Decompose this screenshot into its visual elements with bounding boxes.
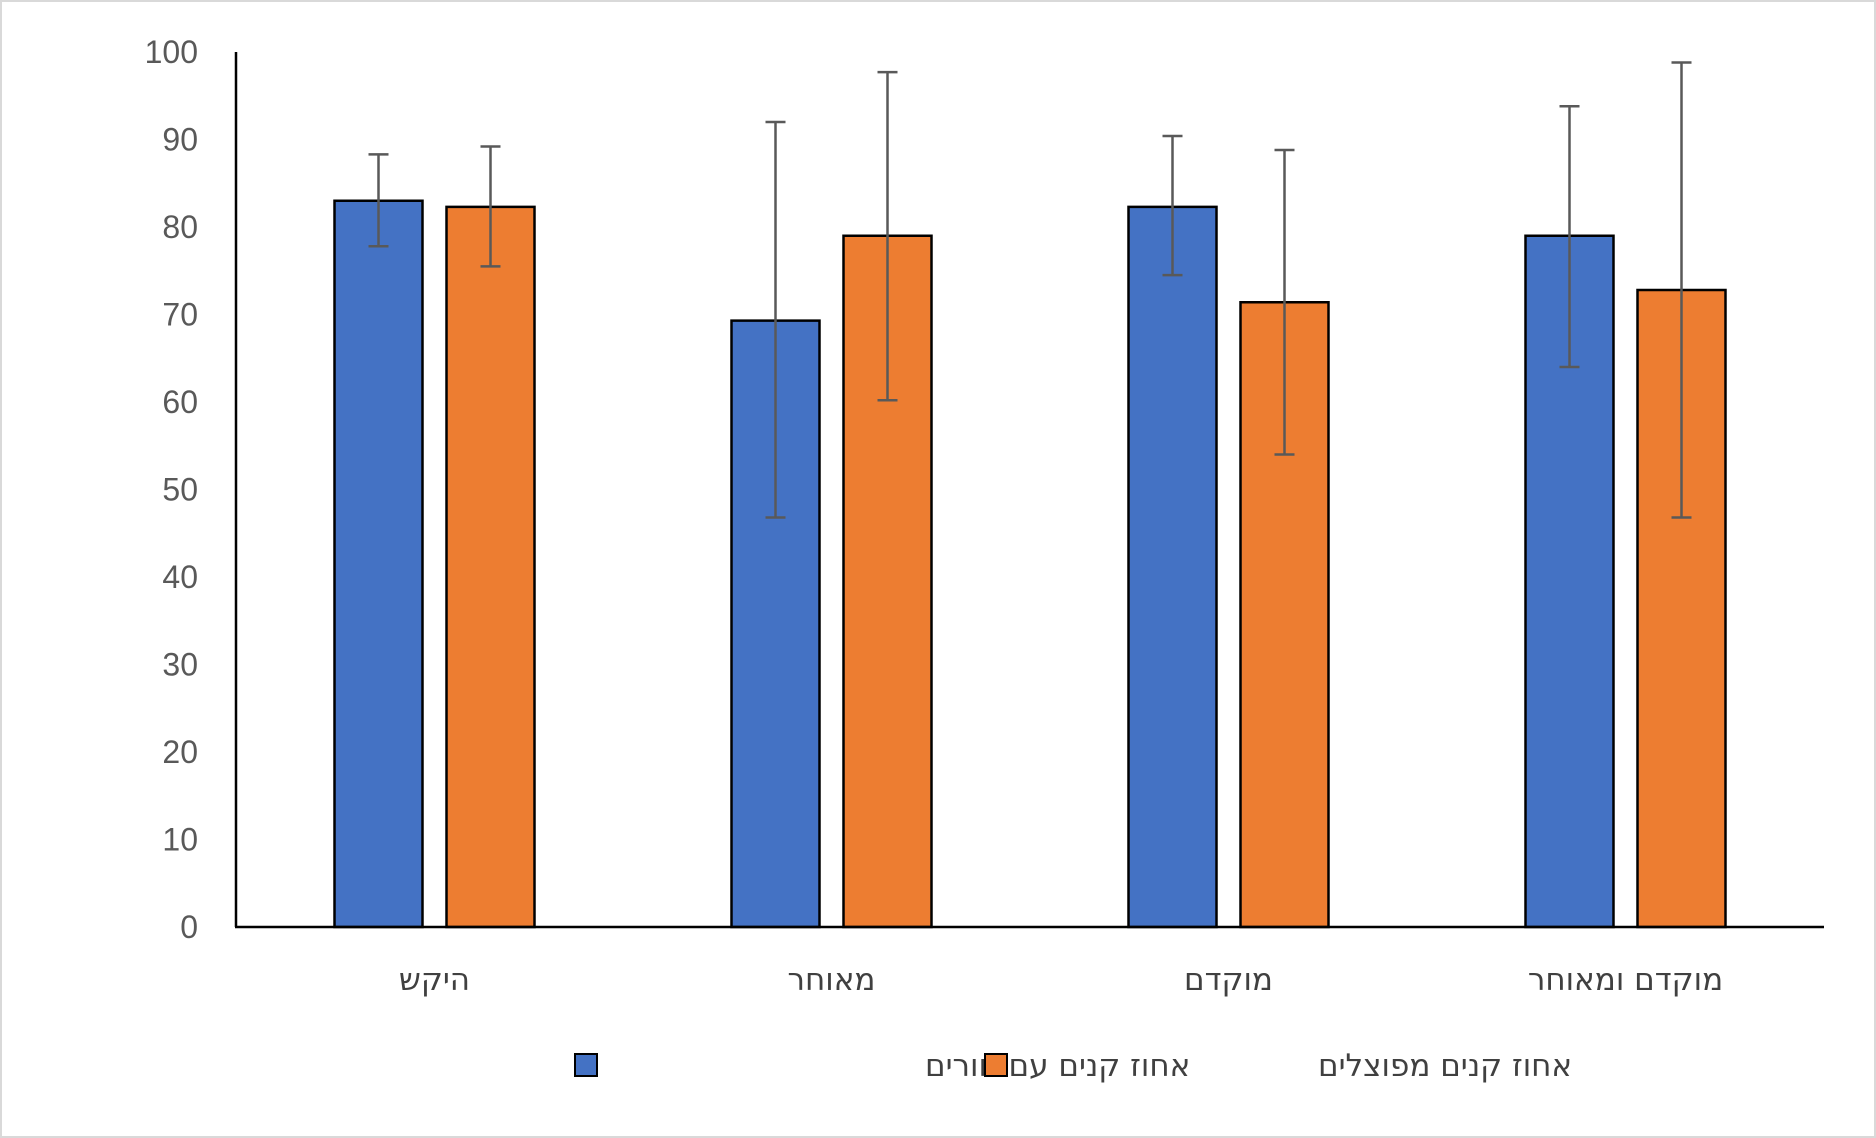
y-tick-label: 60 [162, 384, 198, 420]
legend: אחוז קנים עם חורים אחוז קנים מפוצלים [574, 1048, 1572, 1084]
y-tick-label: 70 [162, 297, 198, 333]
y-tick-label: 100 [145, 34, 198, 70]
legend-label-series-2: אחוז קנים מפוצלים [1318, 1048, 1572, 1084]
x-category-label: היקש [399, 962, 470, 998]
y-tick-label: 0 [180, 909, 198, 945]
legend-swatch-series-2 [984, 1053, 1008, 1077]
y-tick-label: 10 [162, 822, 198, 858]
y-tick-label: 80 [162, 209, 198, 245]
y-tick-label: 90 [162, 122, 198, 158]
y-tick-label: 50 [162, 472, 198, 508]
x-axis-categories: היקש מאוחר מוקדם מוקדם ומאוחר [399, 962, 1723, 998]
error-bars [368, 61, 1692, 519]
bar-series-2 [445, 205, 536, 929]
y-tick-label: 20 [162, 734, 198, 770]
y-axis-ticks: 0 10 20 30 40 50 60 70 80 90 100 [145, 34, 198, 945]
x-category-label: מוקדם [1184, 962, 1273, 998]
y-tick-label: 30 [162, 647, 198, 683]
bar-series-1 [333, 199, 424, 929]
legend-swatch-series-1 [574, 1053, 598, 1077]
x-category-label: מאוחר [788, 962, 876, 998]
x-category-label: מוקדם ומאוחר [1528, 962, 1723, 998]
bars [333, 199, 1727, 929]
bar-series-1 [1127, 205, 1218, 929]
legend-label-series-1: אחוז קנים עם חורים [925, 1048, 1190, 1084]
y-tick-label: 40 [162, 559, 198, 595]
